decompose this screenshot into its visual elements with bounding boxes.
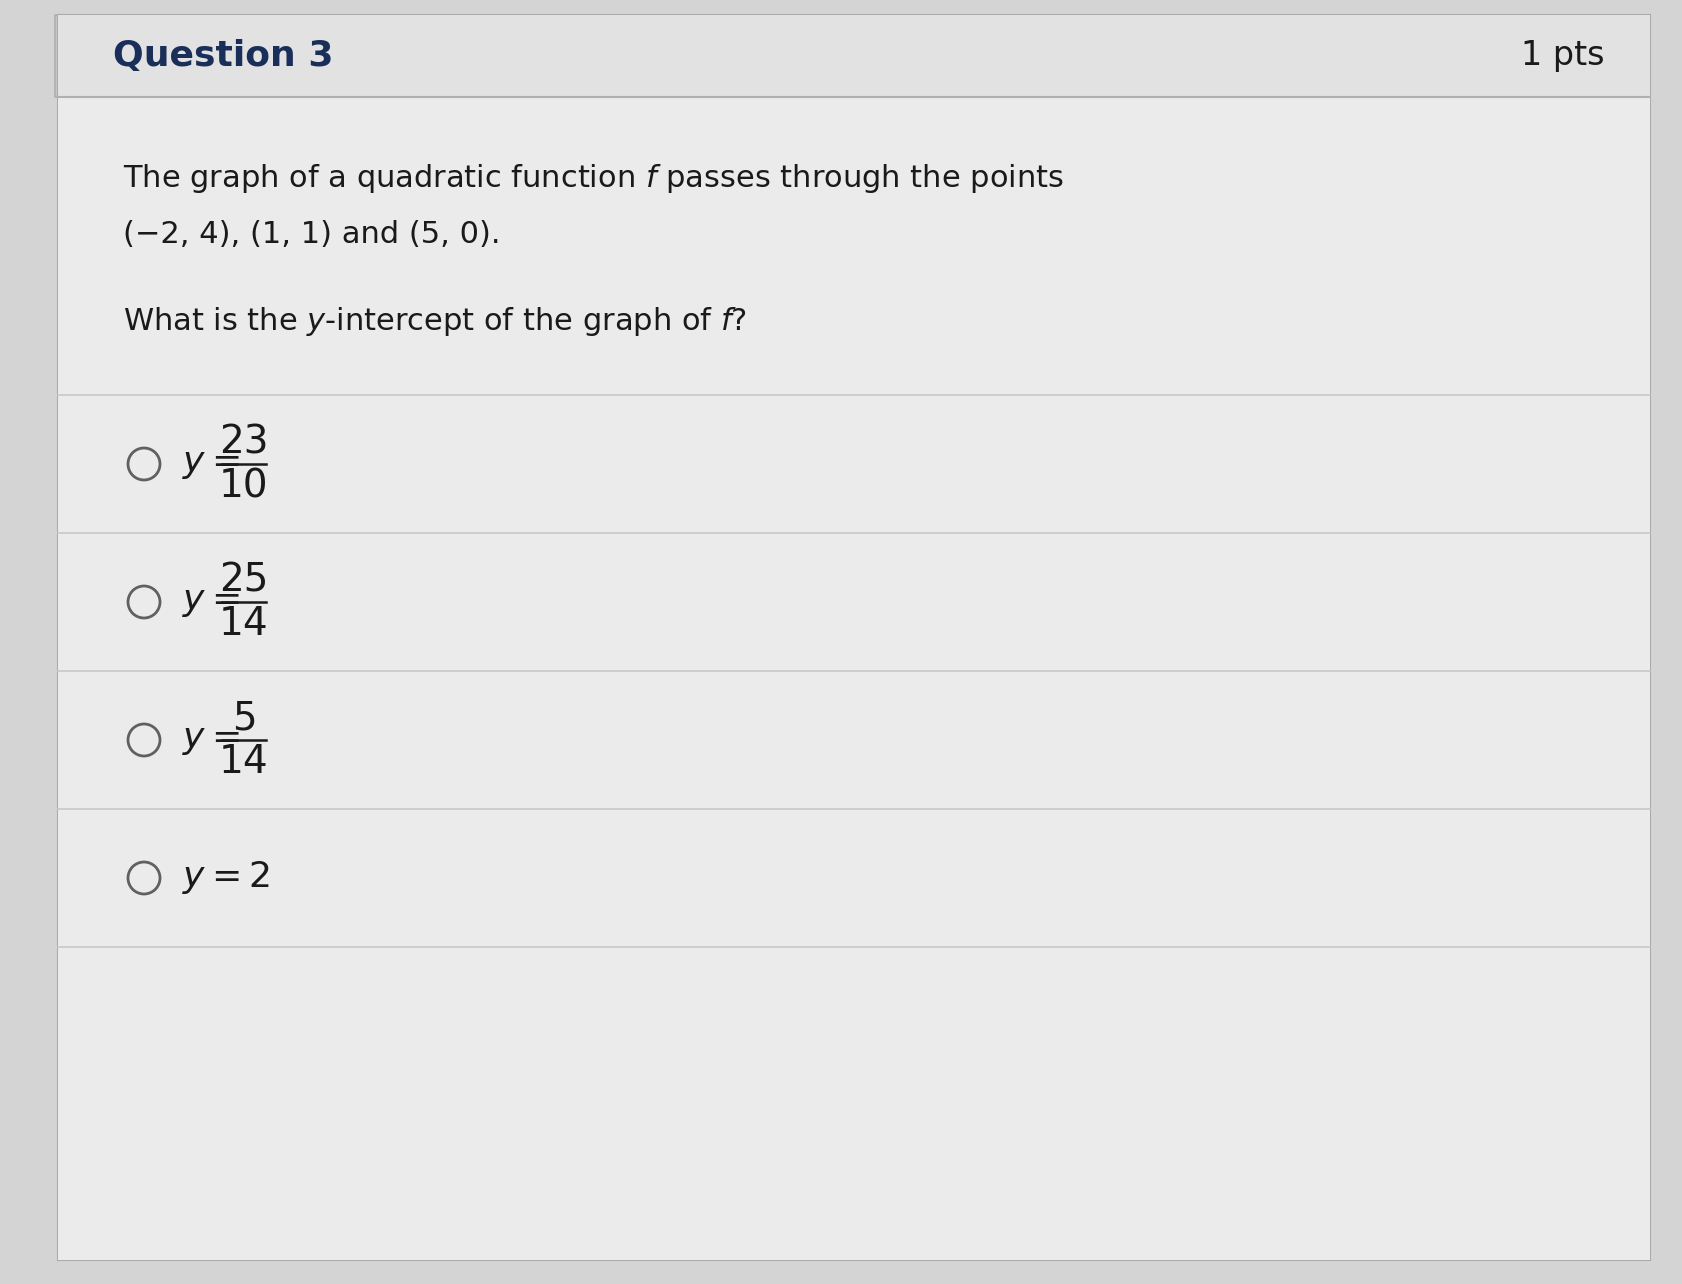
Text: The graph of a quadratic function $f$ passes through the points: The graph of a quadratic function $f$ pa… — [123, 162, 1063, 195]
Text: $y = $: $y = $ — [182, 586, 239, 619]
Text: 1 pts: 1 pts — [1521, 40, 1605, 72]
Text: $y = 2$: $y = 2$ — [182, 859, 269, 896]
Text: (−2, 4), (1, 1) and (5, 0).: (−2, 4), (1, 1) and (5, 0). — [123, 220, 500, 249]
Text: $y = $: $y = $ — [182, 723, 239, 758]
Text: 25: 25 — [219, 561, 269, 600]
Polygon shape — [56, 15, 98, 98]
Text: What is the $y$-intercept of the graph of $f$?: What is the $y$-intercept of the graph o… — [123, 306, 747, 338]
Text: 14: 14 — [219, 605, 269, 643]
Text: 10: 10 — [219, 467, 269, 505]
Bar — [57, 15, 1648, 98]
Text: 14: 14 — [219, 743, 269, 781]
Text: $y = $: $y = $ — [182, 447, 239, 482]
Text: 23: 23 — [219, 422, 269, 461]
Text: 5: 5 — [232, 698, 256, 737]
Text: Question 3: Question 3 — [113, 39, 333, 73]
